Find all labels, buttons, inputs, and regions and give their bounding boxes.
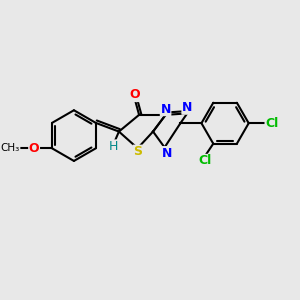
Text: Cl: Cl bbox=[265, 117, 278, 130]
Text: N: N bbox=[182, 101, 192, 114]
Text: N: N bbox=[160, 103, 171, 116]
Text: H: H bbox=[109, 140, 118, 153]
Text: N: N bbox=[162, 147, 172, 160]
Text: Cl: Cl bbox=[199, 154, 212, 167]
Text: CH₃: CH₃ bbox=[1, 143, 20, 153]
Text: O: O bbox=[129, 88, 140, 101]
Text: O: O bbox=[29, 142, 39, 155]
Text: S: S bbox=[133, 145, 142, 158]
